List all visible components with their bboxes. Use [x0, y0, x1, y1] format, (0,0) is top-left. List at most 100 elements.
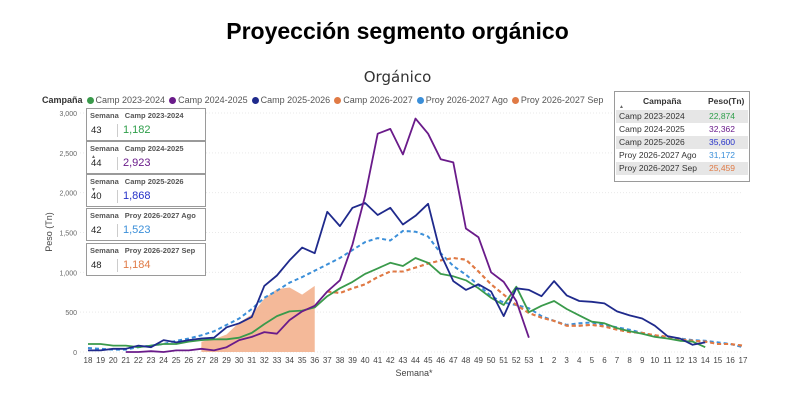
- x-tick-label: 46: [436, 356, 445, 365]
- y-tick-label: 3,000: [59, 111, 77, 118]
- card-week-label: Semana: [90, 177, 119, 186]
- legend-item[interactable]: Camp 2023-2024: [86, 95, 165, 105]
- card-divider: [117, 224, 118, 237]
- card-header: Semana Camp 2024-2025: [90, 144, 190, 153]
- y-axis-title: Peso (Tn): [44, 212, 54, 252]
- y-tick-label: 0: [73, 350, 77, 357]
- kpi-card[interactable]: Semana Camp 2024-2025 ▲ 44 2,923: [86, 141, 206, 174]
- legend-item[interactable]: Camp 2026-2027: [334, 95, 413, 105]
- x-tick-label: 52: [512, 356, 521, 365]
- table-row[interactable]: Camp 2024-2025 32,362: [616, 123, 748, 136]
- x-tick-label: 44: [411, 356, 420, 365]
- x-tick-label: 51: [499, 356, 508, 365]
- legend-dot: [86, 96, 94, 104]
- x-tick-label: 1: [539, 356, 544, 365]
- legend-item[interactable]: Proy 2026-2027 Sep: [511, 95, 604, 105]
- row-campaign: Proy 2026-2027 Sep: [619, 163, 697, 173]
- card-header: Semana Proy 2026-2027 Sep: [90, 246, 201, 255]
- series-line: [88, 202, 706, 352]
- x-tick-label: 19: [96, 356, 105, 365]
- x-tick-label: 5: [590, 356, 595, 365]
- x-tick-label: 20: [109, 356, 118, 365]
- legend-label: Camp 2024-2025: [178, 95, 248, 105]
- row-campaign: Camp 2023-2024: [619, 111, 685, 121]
- legend-label: Camp 2025-2026: [260, 95, 331, 105]
- row-value: 31,172: [709, 150, 735, 160]
- x-tick-label: 50: [487, 356, 496, 365]
- series-line: [88, 257, 706, 349]
- series-line: [125, 117, 530, 353]
- card-week-label: Semana: [90, 144, 119, 153]
- legend-label: Proy 2026-2027 Sep: [520, 95, 604, 105]
- card-divider: [117, 190, 118, 203]
- x-tick-label: 39: [348, 356, 357, 365]
- row-campaign: Proy 2026-2027 Ago: [619, 150, 697, 160]
- x-tick-label: 33: [272, 356, 281, 365]
- column-header-campaign[interactable]: Campaña: [643, 96, 682, 106]
- legend-title: Campaña: [42, 95, 83, 105]
- card-week-label: Semana: [90, 211, 119, 220]
- card-week: 48: [91, 260, 102, 271]
- sort-caret-icon[interactable]: ▼: [91, 187, 96, 193]
- x-tick-label: 11: [663, 356, 672, 365]
- legend-item[interactable]: Camp 2024-2025: [169, 95, 248, 105]
- chart-title: Orgánico: [363, 68, 432, 86]
- card-campaign-label: Proy 2026-2027 Sep: [124, 246, 196, 255]
- card-week: 43: [91, 125, 102, 136]
- card-campaign-label: Camp 2025-2026: [124, 177, 184, 186]
- card-week: 42: [91, 225, 102, 236]
- kpi-card[interactable]: Semana Proy 2026-2027 Ago 42 1,523: [86, 208, 206, 241]
- series-line: [327, 257, 744, 347]
- legend-dot: [511, 96, 519, 104]
- card-campaign-label: Camp 2024-2025: [124, 144, 184, 153]
- x-tick-label: 48: [461, 356, 470, 365]
- y-tick-label: 2,500: [59, 151, 77, 158]
- card-week: 44: [91, 158, 102, 169]
- y-tick-label: 500: [65, 310, 77, 317]
- x-tick-label: 38: [335, 356, 344, 365]
- x-tick-label: 37: [323, 356, 332, 365]
- x-tick-label: 4: [577, 356, 582, 365]
- row-value: 25,459: [709, 163, 735, 173]
- x-tick-label: 45: [424, 356, 433, 365]
- x-tick-label: 22: [134, 356, 143, 365]
- x-tick-label: 41: [373, 356, 382, 365]
- kpi-card[interactable]: Semana Proy 2026-2027 Sep 48 1,184: [86, 243, 206, 276]
- y-tick-label: 2,000: [59, 191, 77, 198]
- chart-legend: Campaña Camp 2023-2024 Camp 2024-2025 Ca…: [42, 94, 607, 106]
- table-row[interactable]: Proy 2026-2027 Sep 25,459: [616, 162, 748, 175]
- x-tick-label: 25: [172, 356, 181, 365]
- page-title: Proyección segmento orgánico: [226, 18, 569, 44]
- column-header-weight[interactable]: Peso(Tn): [708, 96, 745, 106]
- legend-label: Proy 2026-2027 Ago: [425, 95, 508, 105]
- card-campaign-label: Proy 2026-2027 Ago: [124, 211, 196, 220]
- x-tick-label: 40: [361, 356, 370, 365]
- series-line: [87, 229, 744, 351]
- sort-caret-icon[interactable]: ▲: [619, 104, 624, 110]
- x-tick-label: 17: [739, 356, 748, 365]
- kpi-card[interactable]: Semana Camp 2023-2024 43 1,182: [86, 108, 206, 141]
- legend-item[interactable]: Camp 2025-2026: [251, 95, 331, 105]
- card-header: Semana Camp 2023-2024: [90, 111, 190, 120]
- x-tick-label: 3: [564, 356, 569, 365]
- legend-item[interactable]: Proy 2026-2027 Ago: [416, 95, 508, 105]
- card-divider: [117, 124, 118, 137]
- x-tick-label: 6: [602, 356, 607, 365]
- row-value: 32,362: [709, 124, 735, 134]
- y-tick-label: 1,000: [59, 270, 77, 277]
- y-tick-label: 1,500: [59, 231, 77, 238]
- table-row[interactable]: Proy 2026-2027 Ago 31,172: [616, 149, 748, 162]
- table-row[interactable]: Camp 2023-2024 22,874: [616, 110, 748, 123]
- card-value: 1,523: [123, 224, 151, 236]
- card-week: 40: [91, 191, 102, 202]
- card-value: 2,923: [123, 157, 151, 169]
- x-tick-label: 30: [235, 356, 244, 365]
- x-tick-label: 36: [310, 356, 319, 365]
- card-campaign-label: Camp 2023-2024: [124, 111, 184, 120]
- kpi-card[interactable]: Semana Camp 2025-2026 ▼ 40 1,868: [86, 174, 206, 207]
- summary-table[interactable]: Campaña Peso(Tn) ▲ Camp 2023-2024 22,874…: [614, 91, 750, 182]
- sort-caret-icon[interactable]: ▲: [91, 154, 96, 160]
- table-row[interactable]: Camp 2025-2026 35,600: [616, 136, 748, 149]
- x-tick-label: 24: [159, 356, 168, 365]
- row-value: 22,874: [709, 111, 735, 121]
